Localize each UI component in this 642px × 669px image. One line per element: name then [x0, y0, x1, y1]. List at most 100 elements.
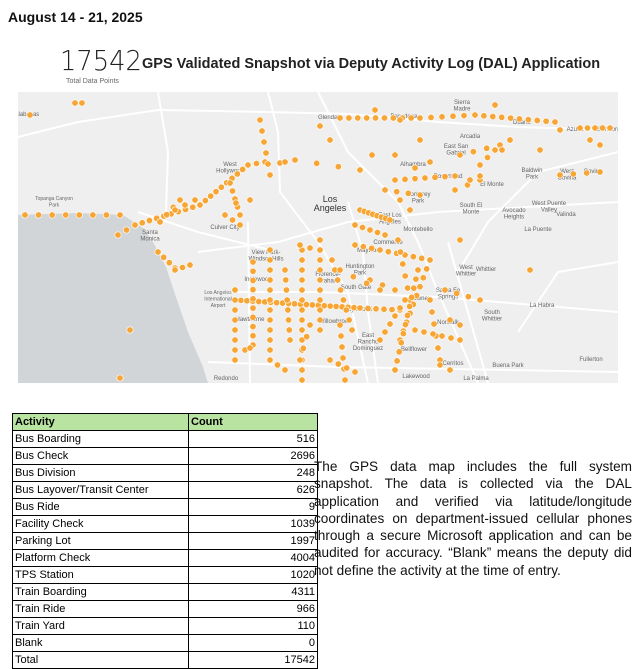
gps-marker [286, 336, 294, 344]
gps-marker [349, 273, 357, 281]
gps-marker [393, 357, 401, 365]
gps-marker [226, 179, 234, 187]
gps-marker [524, 116, 532, 124]
count-cell: 516 [188, 430, 318, 448]
gps-marker [586, 136, 594, 144]
gps-marker [391, 366, 399, 374]
gps-marker [334, 360, 342, 368]
gps-marker [196, 201, 204, 209]
map-place-label: Duarte [513, 120, 532, 126]
map-place-label: La Palma [463, 376, 489, 382]
table-row: Parking Lot 1997 [12, 532, 318, 550]
gps-marker [116, 374, 124, 382]
gps-marker [476, 161, 484, 169]
gps-marker [421, 174, 429, 182]
gps-marker [533, 116, 541, 124]
gps-marker [266, 316, 274, 324]
gps-marker [447, 334, 455, 342]
map-place-label: Cerritos [442, 361, 463, 367]
gps-marker [426, 296, 434, 304]
gps-marker [356, 166, 364, 174]
gps-marker [489, 113, 497, 121]
gps-marker [396, 196, 404, 204]
gps-marker [446, 316, 454, 324]
gps-marker [298, 256, 306, 264]
gps-marker [186, 261, 194, 269]
gps-marker [266, 266, 274, 274]
gps-marker [89, 211, 97, 219]
gps-marker [408, 293, 416, 301]
gps-marker [281, 366, 289, 374]
map-place-label: Culver City [210, 225, 239, 231]
activity-cell: Parking Lot [12, 532, 189, 550]
gps-marker [229, 187, 237, 195]
count-cell: 1039 [188, 515, 318, 533]
total-data-points-value: 17542 [60, 44, 142, 77]
gps-marker [416, 114, 424, 122]
gps-marker [285, 326, 293, 334]
gps-marker [483, 153, 491, 161]
gps-marker [351, 221, 359, 229]
gps-marker [78, 99, 86, 107]
gps-marker [283, 296, 291, 304]
gps-marker [181, 201, 189, 209]
gps-marker [26, 111, 34, 119]
gps-marker [441, 173, 449, 181]
gps-marker [596, 168, 604, 176]
gps-marker [266, 326, 274, 334]
gps-marker [231, 286, 239, 294]
table-row: Bus Check 2696 [12, 447, 318, 465]
gps-marker [381, 186, 389, 194]
gps-marker [343, 364, 351, 372]
gps-marker [326, 136, 334, 144]
gps-marker [426, 158, 434, 166]
map-roads [18, 92, 618, 383]
map-place-label: Redondo [214, 376, 239, 382]
map-place-label: Bellflower [401, 347, 427, 353]
gps-marker [386, 320, 394, 328]
count-cell: 1020 [188, 566, 318, 584]
table-row: Train Boarding 4311 [12, 583, 318, 601]
gps-marker [296, 241, 304, 249]
gps-marker [351, 368, 359, 376]
gps-marker [469, 148, 477, 156]
map-place-label: Florence-Graham [315, 272, 340, 285]
gps-marker [336, 321, 344, 329]
gps-marker [316, 286, 324, 294]
map-place-label: West Covina [558, 169, 577, 182]
gps-marker [298, 266, 306, 274]
gps-marker [246, 344, 254, 352]
gps-marker [231, 346, 239, 354]
gps-marker [336, 266, 344, 274]
gps-marker [376, 286, 384, 294]
map-place-label: Downey [409, 296, 431, 302]
gps-marker [596, 141, 604, 149]
table-row: Platform Check 4004 [12, 549, 318, 567]
map-place-label: Commerce [373, 240, 403, 246]
gps-marker [438, 332, 446, 340]
gps-marker [363, 279, 371, 287]
gps-marker [249, 276, 257, 284]
gps-marker [334, 163, 342, 171]
gps-marker [399, 330, 407, 338]
count-cell: 966 [188, 600, 318, 618]
map-place-label: Valinda [556, 212, 576, 218]
gps-marker [236, 221, 244, 229]
map-place-label: La Habra [530, 303, 555, 309]
map-place-label: East Rancho Dominguez [353, 333, 383, 352]
gps-marker [231, 316, 239, 324]
map-place-label: Buena Park [492, 363, 524, 369]
activity-cell: Bus Boarding [12, 430, 189, 448]
gps-marker [145, 217, 153, 225]
gps-marker [407, 114, 415, 122]
gps-marker [266, 306, 274, 314]
gps-marker [249, 323, 257, 331]
gps-marker [393, 188, 401, 196]
date-range: August 14 - 21, 2025 [8, 9, 143, 25]
gps-marker [341, 376, 349, 383]
gps-marker [498, 113, 506, 121]
gps-marker [394, 236, 402, 244]
gps-marker [273, 299, 281, 307]
gps-marker [231, 326, 239, 334]
map-place-label: West Puente Valley [532, 201, 567, 214]
